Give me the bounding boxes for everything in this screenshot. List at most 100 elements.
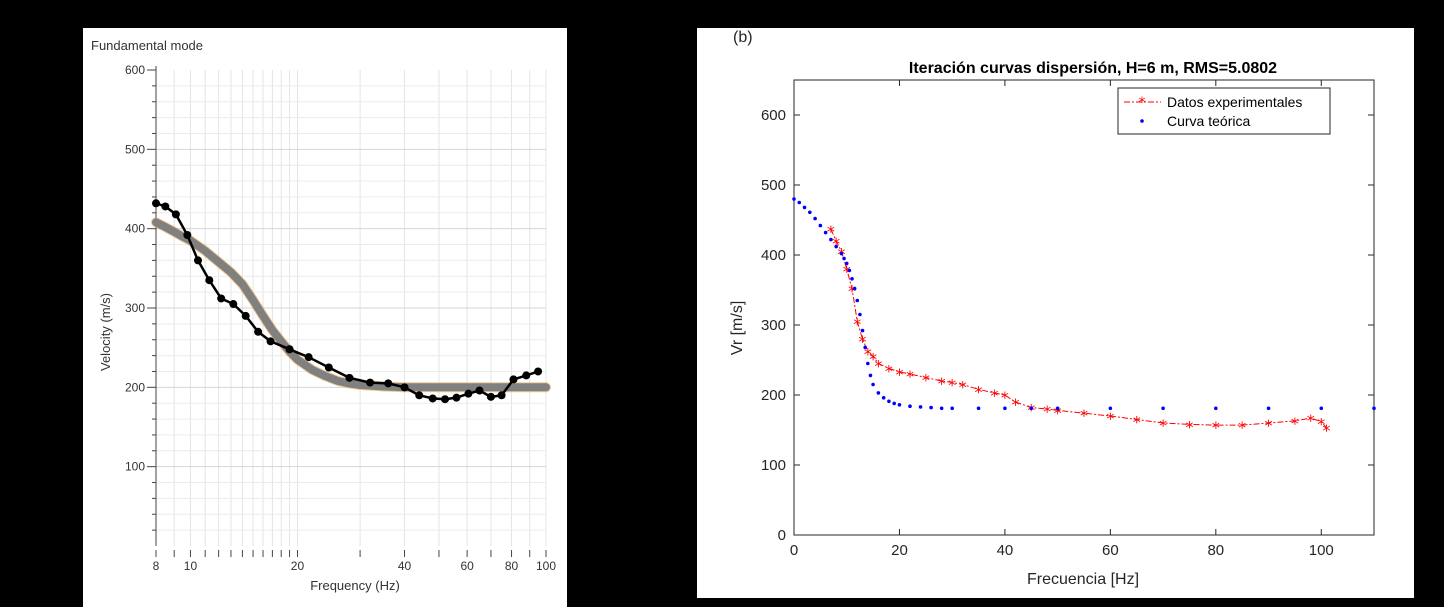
series-b-theoretical-point-6: [823, 230, 828, 235]
series-a-observed-point-0: [152, 199, 160, 208]
series-a-observed-point-10: [266, 337, 275, 346]
series-b-experimental-point-21: *: [1027, 401, 1035, 420]
series-b-experimental-point-20: *: [1011, 395, 1019, 414]
series-a-theoretical-line: [152, 218, 550, 392]
series-b-theoretical-point-12: [847, 268, 852, 273]
series-a-observed-point-14: [345, 373, 354, 382]
series-b-theoretical-point-30: [939, 406, 944, 411]
series-a-observed-line: [155, 202, 539, 401]
legend-experimental-marker: *: [1139, 95, 1146, 111]
chart-b-svg: (b) Iteración curvas dispersión, H=6 m, …: [729, 29, 1376, 588]
chart-b-series: ************************************: [792, 197, 1376, 440]
ytick-b-label-200: 200: [761, 387, 786, 404]
chart-a-grid: [155, 70, 547, 546]
xtick-b-label-40: 40: [997, 542, 1014, 559]
series-b-experimental-point-15: *: [948, 375, 956, 394]
series-a-observed-point-20: [441, 395, 450, 404]
series-a-observed-point-7: [229, 300, 238, 309]
legend-theoretical-marker: [1140, 119, 1144, 123]
series-b-theoretical-point-24: [887, 399, 891, 404]
series-b-experimental-point-23: *: [1054, 403, 1062, 422]
chart-b-panel-label: (b): [733, 29, 753, 46]
series-b-experimental-point-12: *: [906, 367, 914, 386]
series-b-theoretical-point-37: [1161, 406, 1165, 411]
series-b-theoretical-point-25: [892, 401, 896, 406]
series-b-experimental-point-6: *: [859, 332, 867, 351]
series-a-observed-point-3: [183, 231, 192, 240]
series-a-observed-point-13: [324, 363, 333, 372]
ytick-a-label-300: 300: [125, 301, 145, 315]
series-b-experimental-point-31: *: [1265, 416, 1273, 435]
series-b-theoretical-point-23: [881, 396, 886, 400]
ytick-a-label-600: 600: [125, 63, 145, 77]
series-b-theoretical-point-29: [929, 405, 933, 410]
legend-experimental-label: Datos experimentales: [1167, 94, 1302, 110]
series-b-theoretical-point-35: [1055, 406, 1060, 411]
series-b-experimental-point-14: *: [938, 374, 946, 393]
series-b-experimental-point-26: *: [1133, 413, 1141, 432]
series-b-theoretical-point-0: [792, 197, 796, 201]
xtick-a-label-8: 8: [153, 559, 160, 573]
ytick-a-label-200: 200: [125, 380, 145, 394]
chart-b-axes: 0 100 200 300 400 500 600 0 20 40 60 80 100: [761, 79, 1375, 559]
series-b-experimental-point-11: *: [895, 365, 903, 384]
chart-a-xlabel: Frequency (Hz): [310, 578, 400, 593]
series-b-experimental-point-32: *: [1291, 414, 1299, 433]
xtick-a-label-60: 60: [460, 559, 474, 573]
series-b-theoretical-point-8: [834, 244, 838, 249]
xtick-b-label-100: 100: [1309, 542, 1334, 559]
chart-b-xlabel: Frecuencia [Hz]: [1027, 571, 1139, 588]
series-b-experimental-point-28: *: [1185, 417, 1193, 436]
series-b-theoretical-point-4: [813, 216, 817, 221]
series-b-theoretical-point-20: [868, 373, 873, 378]
legend-theoretical-label: Curva teórica: [1167, 113, 1250, 129]
chart-a-ylabel: Velocity (m/s): [98, 293, 113, 371]
series-b-experimental-point-35: *: [1323, 421, 1331, 440]
series-b-experimental-point-34: *: [1317, 415, 1325, 434]
series-a-observed-point-25: [497, 391, 506, 400]
xtick-a-label-100: 100: [536, 559, 556, 573]
series-a-observed-point-19: [428, 394, 437, 403]
series-a-observed-point-22: [464, 389, 473, 398]
series-b-theoretical-point-41: [1372, 406, 1376, 411]
series-b-theoretical-point-17: [860, 328, 865, 333]
series-a-observed-point-17: [400, 383, 409, 392]
series-b-experimental-point-3: *: [843, 262, 851, 281]
series-b-experimental-point-29: *: [1212, 418, 1220, 437]
chart-a-svg: Fundamental mode 100 200 300 400 500 600 8 10 20…: [91, 38, 556, 593]
series-b-theoretical-point-40: [1319, 406, 1324, 411]
series-b-experimental-point-24: *: [1080, 406, 1088, 425]
xtick-b-label-20: 20: [891, 542, 908, 559]
xtick-a-label-80: 80: [505, 559, 519, 573]
ytick-a-label-100: 100: [125, 460, 145, 474]
series-b-theoretical-point-34: [1029, 406, 1034, 411]
xtick-a-label-10: 10: [184, 559, 198, 573]
series-a-observed-point-11: [285, 345, 294, 354]
series-b-theoretical-point-10: [842, 256, 846, 261]
series-b-experimental-point-19: *: [1001, 388, 1009, 407]
series-b-theoretical-point-28: [918, 405, 923, 409]
series-b-theoretical-point-16: [858, 312, 862, 317]
chart-a-series: [151, 199, 551, 404]
ytick-a-label-500: 500: [125, 142, 145, 156]
series-a-observed-point-1: [161, 202, 170, 211]
series-a-observed-point-12: [304, 353, 313, 362]
panel-a-dispersion-plot: Fundamental mode 100 200 300 400 500 600 8 10 20…: [83, 28, 567, 607]
series-b-theoretical-point-5: [818, 223, 823, 228]
chart-b-ylabel: Vr [m/s]: [729, 301, 746, 356]
series-b-theoretical-point-15: [855, 298, 860, 303]
series-b-experimental-point-17: *: [975, 382, 983, 401]
series-b-experimental-point-5: *: [853, 315, 861, 334]
series-b-experimental-point-7: *: [864, 345, 872, 364]
ytick-b-label-500: 500: [761, 177, 786, 194]
chart-b-legend: * Datos experimentales Curva teórica: [1117, 87, 1331, 135]
series-b-experimental-line: [830, 228, 1327, 429]
series-a-observed-point-6: [217, 294, 226, 303]
series-a-observed-point-26: [509, 375, 518, 384]
ytick-b-label-400: 400: [761, 247, 786, 264]
series-a-observed-point-2: [171, 210, 180, 219]
xtick-b-label-0: 0: [790, 542, 798, 559]
series-a-observed-point-9: [254, 327, 263, 336]
series-b-theoretical-point-32: [976, 406, 981, 411]
series-a-observed-point-27: [522, 371, 531, 380]
